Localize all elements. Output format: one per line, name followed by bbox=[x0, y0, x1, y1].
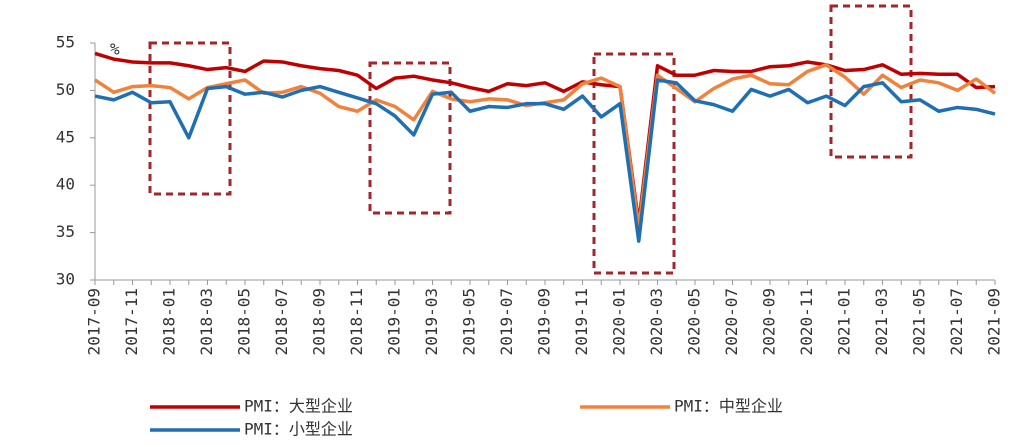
legend-label: PMI：大型企业 bbox=[244, 397, 353, 416]
highlight-box bbox=[592, 52, 676, 275]
x-tick-label: 2019-03 bbox=[422, 288, 441, 355]
x-tick-label: 2019-01 bbox=[385, 288, 404, 355]
x-tick-label: 2017-09 bbox=[85, 288, 104, 355]
x-tick-label: 2020-09 bbox=[760, 288, 779, 355]
x-tick-label: 2019-07 bbox=[497, 288, 516, 355]
x-tick-label: 2021-03 bbox=[872, 288, 891, 355]
series-line bbox=[94, 51, 996, 225]
y-tick-label: 55 bbox=[56, 33, 75, 52]
series-line bbox=[94, 78, 996, 243]
x-tick-label: 2019-11 bbox=[572, 288, 591, 355]
x-tick-label: 2020-05 bbox=[685, 288, 704, 355]
y-tick-label: 45 bbox=[56, 127, 75, 146]
x-tick-label: 2018-03 bbox=[197, 288, 216, 355]
y-tick-label: 50 bbox=[56, 80, 75, 99]
x-tick-label: 2021-07 bbox=[947, 288, 966, 355]
x-tick-label: 2018-05 bbox=[235, 288, 254, 355]
x-tick-label: 2021-09 bbox=[985, 288, 1004, 355]
x-tick-label: 2020-01 bbox=[610, 288, 629, 355]
x-tick-label: 2018-09 bbox=[310, 288, 329, 355]
x-tick-label: 2018-11 bbox=[347, 288, 366, 355]
y-unit: % bbox=[110, 40, 120, 59]
x-tick-label: 2018-01 bbox=[160, 288, 179, 355]
highlight-box bbox=[368, 61, 452, 215]
x-tick-label: 2019-05 bbox=[460, 288, 479, 355]
x-tick-label: 2020-11 bbox=[797, 288, 816, 355]
legend-label: PMI：小型企业 bbox=[244, 420, 353, 439]
y-tick-label: 35 bbox=[56, 222, 75, 241]
x-tick-label: 2018-07 bbox=[272, 288, 291, 355]
y-tick-label: 40 bbox=[56, 175, 75, 194]
x-tick-label: 2021-05 bbox=[910, 288, 929, 355]
x-tick-label: 2020-03 bbox=[647, 288, 666, 355]
x-tick-label: 2020-07 bbox=[722, 288, 741, 355]
y-tick-label: 30 bbox=[56, 270, 75, 289]
x-tick-label: 2017-11 bbox=[122, 288, 141, 355]
x-tick-label: 2021-01 bbox=[835, 288, 854, 355]
legend-label: PMI：中型企业 bbox=[674, 397, 783, 416]
highlight-box bbox=[829, 4, 913, 159]
x-tick-label: 2019-09 bbox=[535, 288, 554, 355]
highlight-box bbox=[148, 41, 232, 196]
